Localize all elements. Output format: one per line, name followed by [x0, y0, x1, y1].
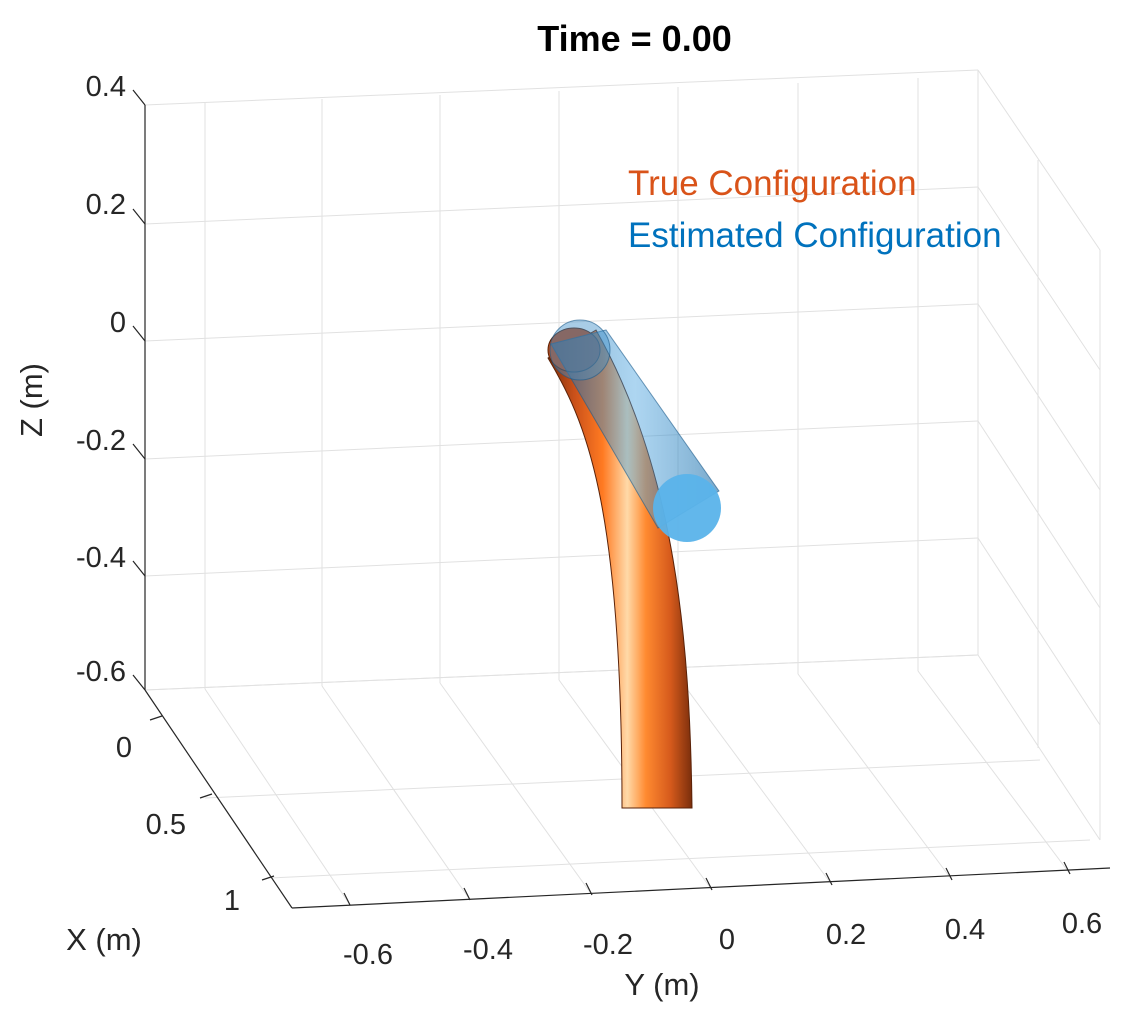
- axis-lines: [144, 105, 1111, 909]
- grid-lines: [144, 69, 1101, 906]
- y-tick-label: 0: [719, 924, 735, 956]
- legend-entry-estimated-configuration: Estimated Configuration: [628, 216, 1002, 255]
- y-tick-label: -0.6: [343, 939, 393, 971]
- chart-title: Time = 0.00: [537, 18, 732, 59]
- y-tick-labels: -0.6 -0.4 -0.2 0 0.2 0.4 0.6: [343, 908, 1102, 971]
- x-tick-label: 0: [116, 732, 132, 764]
- x-tick-label: 1: [224, 885, 240, 917]
- estimated-configuration-end-cap: [653, 474, 721, 542]
- y-tick-label: -0.2: [583, 929, 633, 961]
- estimated-configuration-top-cap: [549, 319, 611, 381]
- x-tick-labels: 0 0.5 1: [116, 732, 240, 917]
- z-tick-label: 0.2: [86, 189, 126, 221]
- z-tick-label: -0.4: [76, 542, 126, 574]
- y-tick-label: 0.6: [1062, 908, 1102, 940]
- x-axis-label: X (m): [66, 922, 142, 957]
- y-axis-label: Y (m): [624, 967, 699, 1002]
- y-tick-label: 0.2: [826, 919, 866, 951]
- z-axis-label: Z (m): [14, 363, 49, 437]
- y-tick-label: 0.4: [945, 914, 985, 946]
- z-tick-label: 0: [110, 307, 126, 339]
- z-tick-label: 0.4: [86, 71, 126, 103]
- z-tick-labels: 0.4 0.2 0 -0.2 -0.4 -0.6: [76, 71, 126, 688]
- x-tick-label: 0.5: [146, 809, 186, 841]
- series-estimated-configuration: [549, 319, 721, 542]
- z-tick-label: -0.2: [76, 425, 126, 457]
- y-tick-label: -0.4: [463, 934, 513, 966]
- tick-marks: [132, 89, 1071, 906]
- legend-entry-true-configuration: True Configuration: [628, 164, 917, 203]
- z-tick-label: -0.6: [76, 656, 126, 688]
